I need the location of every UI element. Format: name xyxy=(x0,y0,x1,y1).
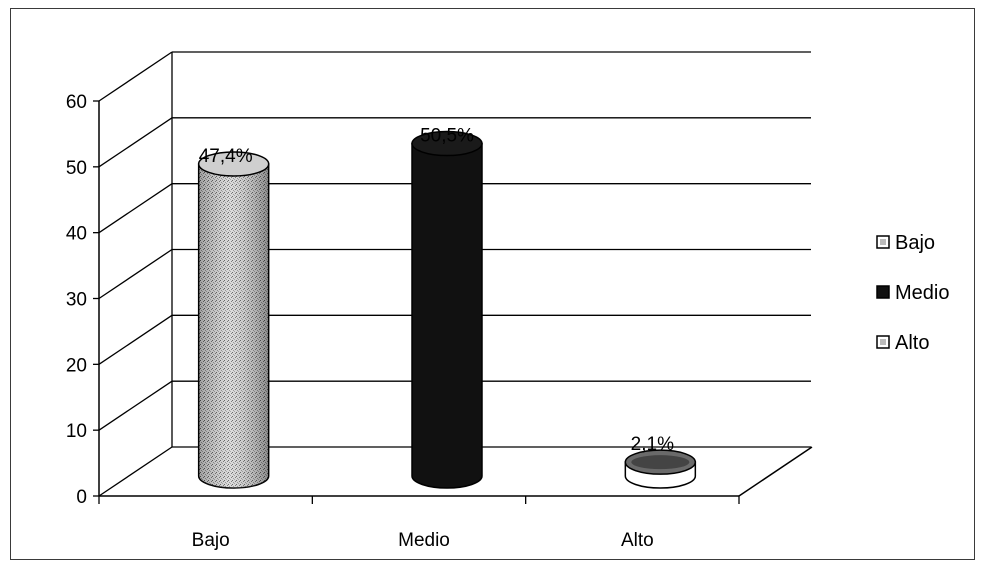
data-label-bajo: 47,4% xyxy=(199,146,253,167)
bar-shading xyxy=(198,163,269,488)
bar-top xyxy=(411,130,483,157)
x-tick-label: Alto xyxy=(621,530,654,551)
y-tick-label: 20 xyxy=(66,355,87,376)
side-wall-gridline xyxy=(98,314,173,365)
legend-item-bajo: Bajo xyxy=(876,232,935,254)
side-wall-gridline xyxy=(98,248,173,300)
bar-body xyxy=(411,142,483,489)
labels: 0 10 20 30 40 50 60 47,4% Bajo 50,5% Medio 2,1% Alto xyxy=(66,92,674,551)
data-label-alto: 2,1% xyxy=(631,434,674,455)
floor-right-edge xyxy=(738,446,813,497)
y-tick-label: 10 xyxy=(66,421,87,442)
bar-chart: 0 10 20 30 40 50 60 47,4% Bajo 50,5% Medio 2,1% Alto… xyxy=(66,51,949,551)
x-tick-label: Medio xyxy=(398,530,450,551)
y-tick-label: 60 xyxy=(66,92,87,113)
legend-item-medio: Medio xyxy=(876,282,949,304)
y-tick-label: 30 xyxy=(66,290,87,311)
bar-top xyxy=(197,151,270,177)
x-tick-label: Bajo xyxy=(192,530,230,551)
bar-bajo xyxy=(197,151,270,489)
legend-label: Alto xyxy=(895,332,929,354)
y-tick-label: 50 xyxy=(66,158,87,179)
y-tick-label: 40 xyxy=(66,224,87,245)
legend-label: Medio xyxy=(895,282,949,304)
legend-item-alto: Alto xyxy=(876,332,929,354)
legend-swatch-inner xyxy=(880,239,886,245)
side-wall-gridline xyxy=(98,183,173,234)
chart-frame: 0 10 20 30 40 50 60 47,4% Bajo 50,5% Medio 2,1% Alto… xyxy=(10,8,975,560)
data-label-medio: 50,5% xyxy=(420,126,474,147)
side-wall-gridline xyxy=(98,51,173,102)
bar-top-inner xyxy=(631,455,690,470)
legend-swatch-inner xyxy=(880,339,886,345)
gridlines xyxy=(98,51,811,497)
side-wall-gridline xyxy=(98,117,173,168)
bar-medio xyxy=(411,130,483,489)
y-tick-label: 0 xyxy=(76,487,87,508)
axes xyxy=(93,100,813,504)
legend: Bajo Medio Alto xyxy=(876,232,949,354)
side-wall-gridline xyxy=(98,380,173,431)
bars xyxy=(197,130,697,489)
legend-swatch xyxy=(876,285,890,299)
side-wall-gridline xyxy=(98,446,173,497)
bar-alto xyxy=(624,449,697,489)
legend-label: Bajo xyxy=(895,232,935,254)
